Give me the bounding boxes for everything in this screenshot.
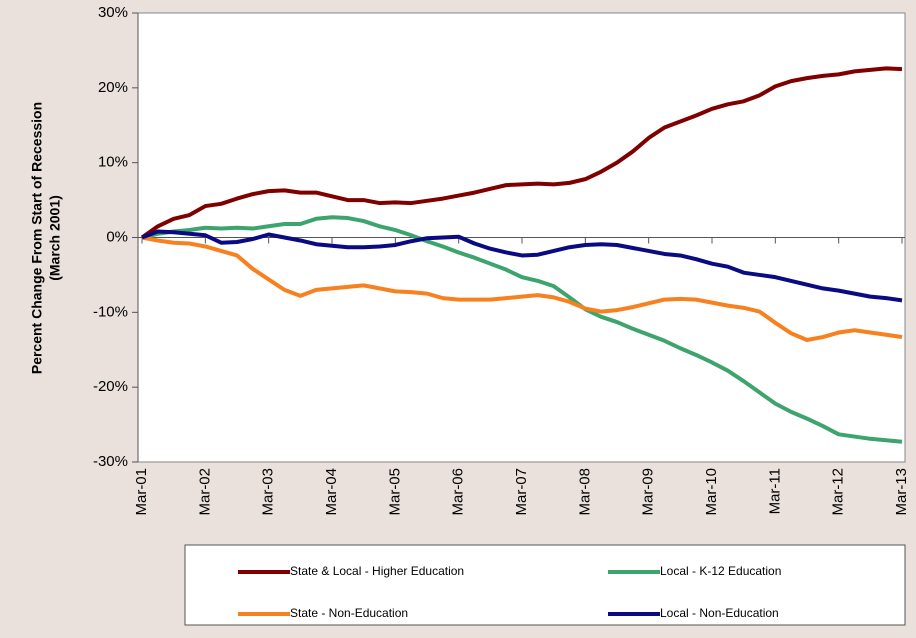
legend-label: Local - Non-Education [660,606,779,620]
x-tick-label: Mar-04 [323,468,340,516]
x-tick-label: Mar-06 [450,468,467,516]
legend [184,544,906,626]
x-tick-label: Mar-10 [703,468,720,516]
x-tick-label: Mar-02 [196,468,213,516]
x-tick-label: Mar-12 [830,468,847,516]
y-tick-label: 30% [98,4,128,21]
series-line [141,229,903,303]
series-line [140,66,903,240]
x-tick-label: Mar-01 [133,468,150,516]
x-tick-label: Mar-03 [260,468,277,516]
legend-label: State & Local - Higher Education [290,564,464,578]
x-tick-label: Mar-08 [576,468,593,516]
x-tick-label: Mar-11 [766,468,783,514]
y-tick-label: 20% [98,79,128,96]
y-axis-title: (March 2001) [47,195,63,281]
y-tick-label: -20% [93,378,128,395]
series-line [141,235,903,343]
x-tick-label: Mar-05 [386,468,403,516]
y-tick-label: 0% [106,228,128,245]
x-tick-label: Mar-07 [513,468,530,516]
y-tick-label: 10% [98,154,128,171]
y-axis-title: Percent Change From Start of Recession [29,102,45,374]
y-tick-label: -10% [93,303,128,320]
legend-label: Local - K-12 Education [660,564,781,578]
series-line [141,215,903,444]
legend-label: State - Non-Education [290,606,408,620]
y-tick-label: -30% [93,453,128,470]
x-tick-label: Mar-09 [640,468,657,516]
x-tick-label: Mar-13 [893,468,910,516]
